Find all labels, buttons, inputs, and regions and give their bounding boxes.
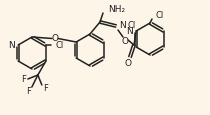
Text: O: O (125, 58, 131, 67)
Text: O: O (122, 36, 129, 45)
Text: N: N (126, 27, 133, 36)
Text: F: F (26, 87, 31, 96)
Text: F: F (43, 84, 48, 93)
Text: Cl: Cl (127, 20, 135, 29)
Text: NH₂: NH₂ (108, 4, 125, 13)
Text: Cl: Cl (155, 11, 163, 20)
Text: Cl: Cl (56, 40, 64, 49)
Text: N: N (119, 20, 126, 29)
Text: F: F (21, 75, 26, 84)
Text: N: N (8, 41, 15, 50)
Text: O: O (52, 34, 59, 43)
